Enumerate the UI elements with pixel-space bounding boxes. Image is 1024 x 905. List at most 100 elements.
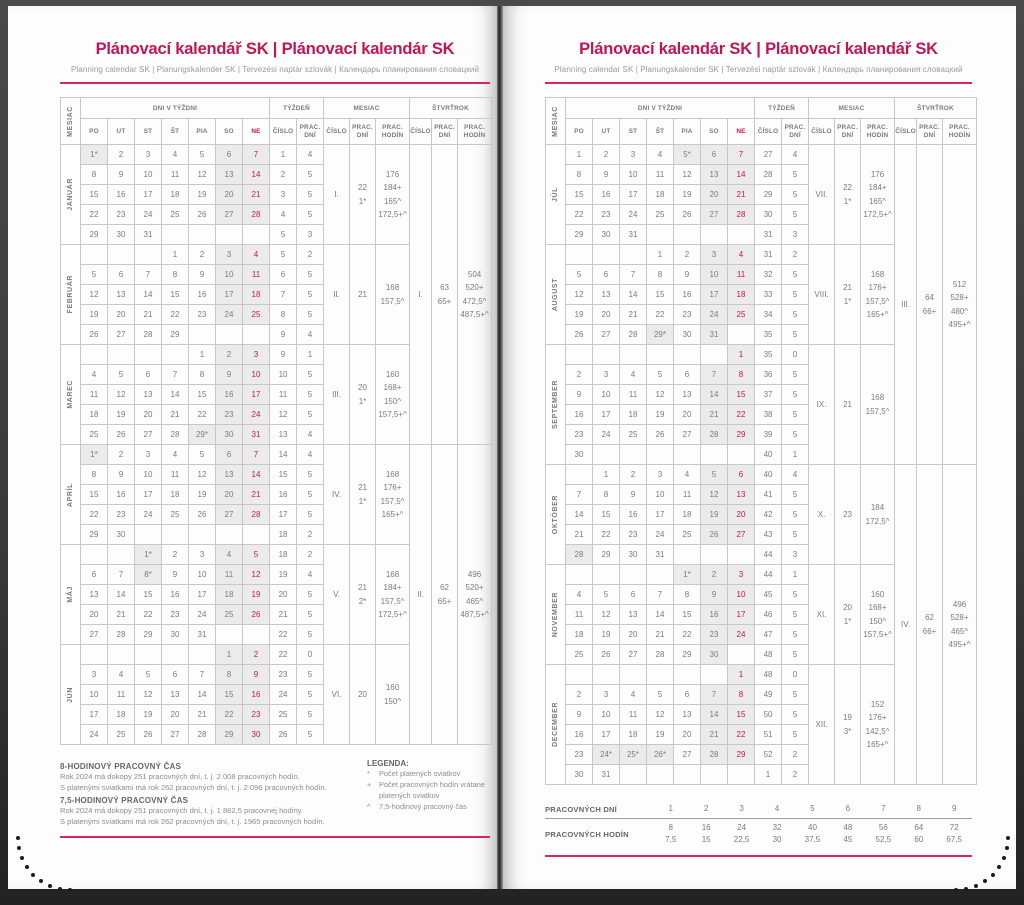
calendar-row: 4 5 6 7 8 9 10 10 5 (61, 364, 492, 385)
day-cell (726, 324, 756, 345)
day-cell: 9 (700, 584, 728, 605)
value-line: 165+^ (381, 509, 404, 519)
value-line: 495+^ (948, 639, 971, 649)
day-cell (619, 444, 647, 465)
day-cell (80, 544, 108, 565)
day-cell: 14 (107, 584, 135, 605)
day-cell: 7 (241, 144, 271, 165)
day-cell: 2 (565, 684, 593, 705)
month-workhours-cell: 160 150^ (375, 644, 411, 745)
day-cell: 9 (673, 264, 701, 285)
month-name-label: JÚN (67, 686, 74, 703)
value-line: 66+ (922, 626, 937, 636)
day-cell: 16 (565, 724, 593, 745)
week-workdays-cell: 5 (296, 604, 325, 625)
week-number-cell: 52 (754, 744, 783, 765)
calendar-row: SEPTEMBER 1 35 0 IX. 21 168 157,5^ (545, 344, 977, 465)
day-cell (161, 524, 189, 545)
legend-text: Počet pracovných hodín vrátane platených… (379, 780, 485, 801)
week-workdays-cell: 5 (296, 204, 325, 225)
day-cell: 12 (107, 384, 135, 405)
working-days-value: 4 (774, 804, 780, 813)
working-days-label: PRACOVNÝCH DNÍ (545, 804, 617, 814)
perforation-dot-left (31, 872, 36, 877)
week-number-cell: 8 (269, 304, 298, 325)
day-cell: 12 (80, 284, 108, 305)
month-name-label: FEBRUÁR (67, 275, 74, 314)
day-cell: 6 (107, 264, 135, 285)
legend-items: * Počet platených sviatkov + Počet pracovný… (367, 768, 487, 812)
day-cell: 16 (241, 684, 271, 705)
day-cell: 6 (673, 684, 701, 705)
calendar-row: APRÍL 1* 2 3 4 5 6 7 14 4 IV. 21 1* 168 176+ 157,5^ 165+… (60, 444, 493, 745)
day-cell: 16 (215, 384, 243, 405)
header-rule (545, 82, 972, 84)
perforation-dot-right (982, 879, 987, 884)
week-number-cell: 33 (754, 284, 783, 305)
week-number-cell: 51 (754, 724, 783, 745)
week-number-cell: 43 (754, 524, 783, 545)
week-number-cell: 44 (754, 544, 783, 565)
day-cell: 23 (107, 204, 135, 225)
month-number-cell: XII. (808, 664, 836, 785)
day-cell (188, 324, 216, 345)
week-number-cell: 9 (269, 344, 298, 365)
day-cell: 15 (726, 704, 756, 725)
value-line: 64 (925, 293, 934, 303)
day-cell: 25 (646, 204, 674, 225)
day-cell (134, 644, 162, 665)
day-cell (134, 244, 162, 265)
day-cell: 21 (565, 524, 593, 545)
quarter-number-cell: III. (894, 144, 918, 465)
month-name-cell: MAREC (60, 344, 81, 445)
day-cell: 13 (592, 284, 620, 305)
week-number-cell: 22 (269, 644, 298, 665)
day-cell: 4 (619, 684, 647, 705)
day-cell: 13 (673, 704, 701, 725)
day-cell: 24 (188, 604, 216, 625)
day-cell (241, 524, 271, 545)
week-workdays-cell: 2 (296, 544, 325, 565)
week-workdays-cell: 5 (781, 424, 810, 445)
day-cell: 30 (700, 644, 728, 665)
value-line: 63 (440, 283, 449, 293)
quarter-number-cell: IV. (894, 464, 918, 785)
week-workdays-cell: 2 (781, 244, 810, 265)
week-workdays-cell: 5 (296, 704, 325, 725)
value-line: 176 (870, 170, 885, 180)
working-hours-label: PRACOVNÝCH HODÍN (545, 829, 629, 839)
sub-header: ČÍSLO (323, 118, 351, 145)
perforation-dot-left (24, 864, 29, 869)
day-cell: 23 (241, 704, 271, 725)
week-number-cell: 32 (754, 264, 783, 285)
day-cell: 1* (80, 144, 108, 165)
day-cell: 25 (673, 524, 701, 545)
day-cell: 12 (565, 284, 593, 305)
day-cell: 19 (673, 184, 701, 205)
value-line: 21 (358, 289, 367, 299)
day-name-header: NE (241, 118, 271, 145)
day-cell: 11 (726, 264, 756, 285)
day-cell (80, 644, 108, 665)
day-cell: 25 (726, 304, 756, 325)
calendar-row: 29 30 31 5 3 (61, 224, 492, 245)
quarter-workhours-cell: 496 520+ 465^ 487,5+^ (457, 444, 493, 745)
legend-item: + Počet pracovných hodín vrátane platenýc… (367, 779, 487, 801)
day-cell: 6 (592, 264, 620, 285)
month-name-cell: APRÍL (60, 444, 81, 545)
day-cell (700, 344, 728, 365)
week-workdays-cell: 5 (781, 724, 810, 745)
quarter-group-header: ŠTVRŤROK (894, 97, 978, 119)
calendar-table: MESIAC DNI V TÝŽDNI TÝŽDEŇ MESIAC ŠTVRŤROK PO… (545, 97, 978, 785)
month-workdays-cell: 20 1* (349, 344, 377, 445)
value-line: 23 (843, 509, 852, 519)
value-line: 62 (925, 613, 934, 623)
day-cell: 23 (107, 504, 135, 525)
day-cell: 21 (726, 184, 756, 205)
value-line: 487,5+^ (460, 609, 489, 619)
value-line: 176+ (383, 483, 402, 493)
calendar-row: FEBRUÁR 1 2 3 4 5 2 II. 21 168 157,5^ (60, 244, 492, 345)
month-name-label: AUGUST (552, 277, 559, 312)
day-cell: 15 (161, 284, 189, 305)
